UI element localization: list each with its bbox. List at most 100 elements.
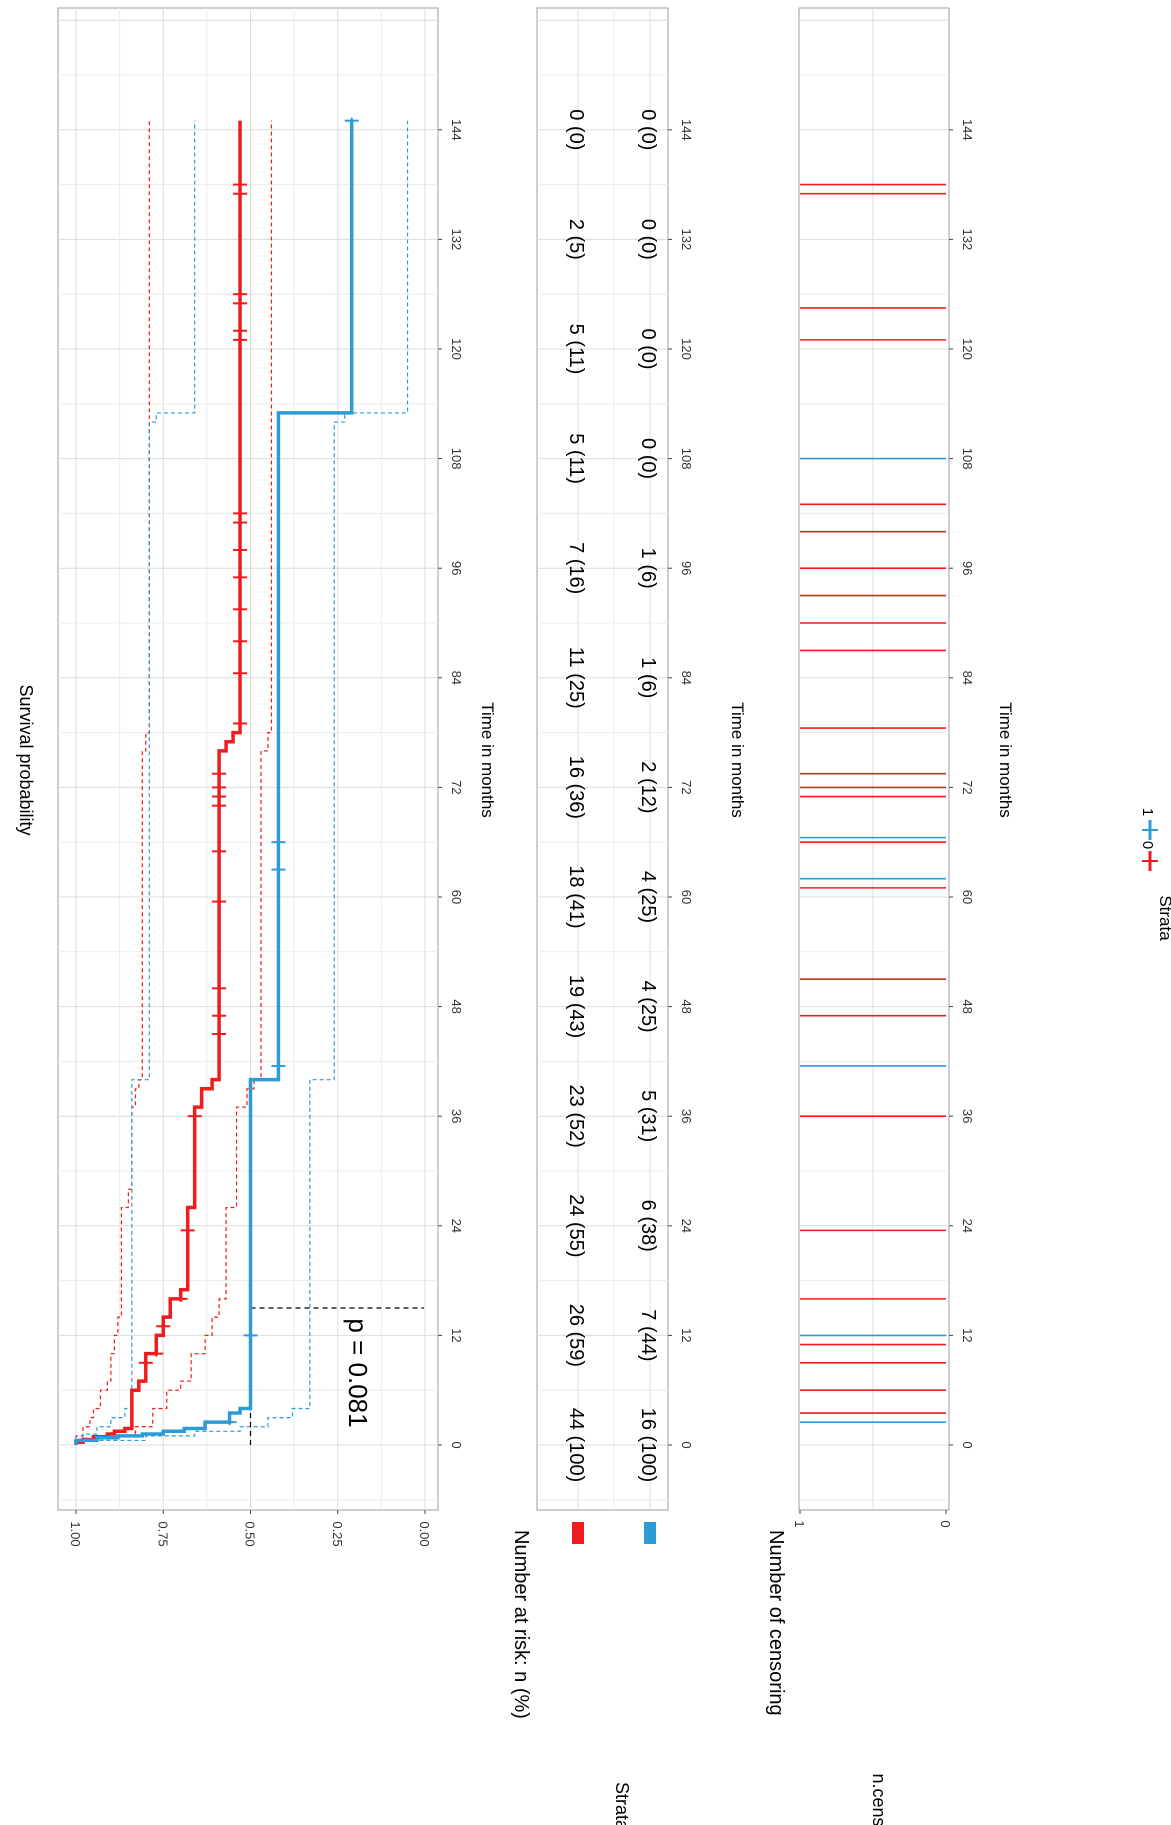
x-tick-label: 36 (679, 1109, 694, 1123)
censor-mark-0 (212, 1012, 227, 1019)
risk-table-y-axis-title: Strata (612, 1782, 632, 1825)
censor-mark-1 (243, 1332, 258, 1339)
survival-plot-area (57, 7, 439, 1511)
x-tick-label: 120 (679, 338, 694, 360)
ci-lower-1 (75, 120, 409, 1445)
x-tick-label: 96 (960, 561, 975, 575)
risk-cell: 2 (12) (637, 761, 659, 813)
censor-mark-0 (233, 181, 248, 188)
survival-y-ticks: 0.00 0.25 0.50 0.75 1.00 (68, 1510, 432, 1547)
legend: Strata 0 1 (1139, 808, 1171, 941)
x-tick-label: 60 (679, 890, 694, 904)
x-tick-label: 12 (449, 1328, 464, 1342)
ci-upper-1 (75, 120, 196, 1445)
x-tick-label: 36 (449, 1109, 464, 1123)
censor-mark-0 (212, 793, 227, 800)
risk-cell: 18 (41) (565, 865, 587, 928)
legend-item-0: 0 (1139, 841, 1158, 871)
risk-cell: 1 (6) (637, 657, 659, 698)
x-tick-label: 132 (960, 229, 975, 251)
y-tick-label: 0.00 (417, 1521, 432, 1546)
x-tick-label: 84 (449, 671, 464, 685)
x-tick-label: 24 (449, 1219, 464, 1233)
risk-cell: 0 (0) (565, 109, 587, 150)
censor-mark-0 (233, 291, 248, 298)
x-tick-label: 84 (679, 671, 694, 685)
censor-mark-1 (271, 866, 286, 873)
risk-cell: 5 (11) (565, 433, 587, 484)
censoring-x-ticks: 0 12 24 36 48 60 72 84 96 108 120 132 144 (949, 119, 975, 1449)
x-tick-label: 96 (449, 561, 464, 575)
censor-mark-0 (233, 327, 248, 334)
x-tick-label: 132 (449, 229, 464, 251)
x-tick-label: 72 (449, 780, 464, 794)
x-tick-label: 48 (960, 999, 975, 1013)
risk-cell: 0 (0) (637, 219, 659, 260)
x-tick-label: 144 (960, 119, 975, 141)
risk-cell: 6 (38) (637, 1200, 659, 1252)
y-tick-label: 1.00 (68, 1521, 83, 1546)
survival-x-ticks: 0 12 24 36 48 60 72 84 96 108 120 132 144 (438, 119, 464, 1449)
x-tick-label: 132 (679, 229, 694, 251)
x-tick-label: 36 (960, 1109, 975, 1123)
censor-mark-0 (233, 190, 248, 197)
survival-curve-1 (74, 120, 354, 1445)
censoring-title: Number of censoring (765, 1530, 787, 1716)
legend-label-1: 1 (1139, 808, 1156, 816)
risk-table-title: Number at risk: n (%) (510, 1530, 532, 1719)
censor-mark-0 (212, 1031, 227, 1037)
risk-cell: 7 (44) (637, 1309, 659, 1361)
risk-cell: 11 (25) (565, 647, 587, 709)
x-tick-label: 60 (960, 890, 975, 904)
censor-mark-0 (233, 670, 248, 677)
x-tick-label: 120 (960, 338, 975, 360)
censor-mark-1 (222, 1419, 237, 1426)
x-tick-label: 72 (960, 780, 975, 794)
censor-mark-0 (149, 1350, 164, 1357)
censor-mark-1 (344, 117, 359, 124)
risk-table-grid (537, 8, 668, 1510)
risk-cell: 0 (0) (637, 109, 659, 150)
risk-table-cells: 44 (100) 26 (59) 24 (55) 23 (52) 19 (43) 18 (… (565, 109, 659, 1482)
censoring-plot-area (798, 7, 950, 1511)
censor-mark-0 (233, 510, 248, 517)
risk-cell: 24 (55) (565, 1194, 587, 1257)
risk-cell: 44 (100) (565, 1408, 587, 1483)
risk-cell: 2 (5) (565, 219, 587, 260)
risk-cell: 0 (0) (637, 438, 659, 479)
y-tick-label: 0.75 (155, 1521, 170, 1546)
x-tick-label: 84 (960, 671, 975, 685)
censor-mark-0 (212, 848, 227, 855)
censor-mark-0 (156, 1323, 171, 1330)
risk-cell: 4 (25) (637, 980, 659, 1032)
legend-title: Strata (1156, 895, 1171, 941)
censor-mark-0 (212, 898, 227, 905)
legend-item-1: 1 (1139, 808, 1158, 840)
censoring-y-ticks: 01 (792, 1510, 953, 1528)
y-tick-label: 0 (938, 1520, 953, 1527)
censoring-y-axis-title: n.censor (869, 1773, 889, 1825)
risk-table-area (536, 7, 669, 1511)
y-tick-label: 1 (792, 1520, 807, 1527)
x-tick-label: 108 (960, 448, 975, 470)
censor-mark-0 (212, 770, 227, 777)
censor-mark-0 (173, 1295, 188, 1302)
survival-y-axis-title: Survival probability (16, 684, 36, 835)
risk-cell: 1 (6) (637, 548, 659, 589)
strata-key-1 (644, 1522, 656, 1544)
risk-cell: 19 (43) (565, 975, 587, 1038)
censor-mark-0 (212, 784, 227, 791)
legend-label-0: 0 (1139, 841, 1156, 849)
censor-mark-0 (233, 606, 248, 613)
risk-cell: 16 (36) (565, 756, 587, 819)
censor-mark-0 (233, 300, 248, 307)
censoring-bars (800, 183, 946, 1423)
x-tick-label: 12 (679, 1328, 694, 1342)
risk-cell: 16 (100) (637, 1408, 659, 1483)
censor-mark-0 (187, 1113, 202, 1120)
x-tick-label: 0 (960, 1441, 975, 1448)
risk-cell: 4 (25) (637, 871, 659, 923)
x-tick-label: 24 (679, 1219, 694, 1233)
